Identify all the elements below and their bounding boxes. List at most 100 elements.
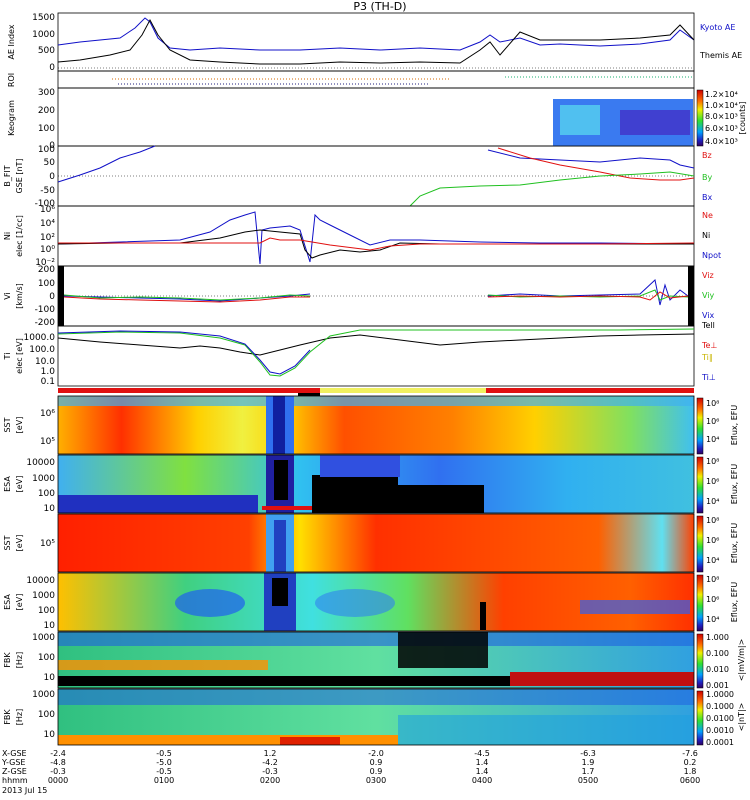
fbk-e-ytick: 100 xyxy=(38,653,55,663)
esa-ion-red-line xyxy=(262,506,312,510)
keogram-ytick: 100 xyxy=(38,124,55,134)
by-line xyxy=(409,171,695,207)
sst-elec-dropout-core xyxy=(274,520,286,572)
hhmm-value: 0300 xyxy=(366,776,386,785)
velocity-ytick: -200 xyxy=(35,318,56,328)
esa-ion-ytick: 10000 xyxy=(26,458,55,468)
x-gse-value: 1.2 xyxy=(264,749,277,758)
density-ytick: 10² xyxy=(40,233,55,243)
fbk-e-cbar-title: <|mV/m|> xyxy=(737,639,746,682)
vix-line xyxy=(487,279,689,306)
viz-line xyxy=(487,291,689,301)
xaxis-row-label: hhmm xyxy=(2,776,28,785)
ae-ytick: 1000 xyxy=(32,30,55,40)
legend-teperp: Te⊥ xyxy=(701,341,717,350)
fbk-e-cbar-label: 1.000 xyxy=(706,633,729,642)
npot-line xyxy=(57,211,695,265)
fbk-b-ytick: 100 xyxy=(38,710,55,720)
bx-line xyxy=(57,145,156,183)
sst-elec-panel: 10⁵ SST [eV] 10⁸ 10⁶ 10⁴ Eflux, EFU xyxy=(3,513,739,573)
x-axis: X-GSE Y-GSE Z-GSE hhmm 2013 Jul 15 -2.4 … xyxy=(1,749,700,795)
esa-ion-lobe-data xyxy=(312,475,398,513)
keogram-cbar xyxy=(696,89,704,147)
keogram-cbar-title: [counts] xyxy=(738,102,747,135)
sst-ion-cbar xyxy=(696,397,704,455)
sst-elec-cbar-label: 10⁸ xyxy=(706,516,719,525)
keogram-ylabel: Keogram xyxy=(7,100,16,136)
xaxis-row-label: Y-GSE xyxy=(1,758,25,767)
fbk-b-cbar-label: 0.0010 xyxy=(706,726,734,735)
fbk-e-band-blue xyxy=(58,632,694,646)
xaxis-column: -2.4 -4.8 -0.3 0000 xyxy=(48,749,68,785)
y-gse-value: 1.4 xyxy=(476,758,489,767)
esa-ion-frame xyxy=(57,454,695,514)
z-gse-value: -0.3 xyxy=(262,767,278,776)
bfield-ylabel: B_FIT xyxy=(3,165,12,186)
esa-elec-ylabel: ESA xyxy=(3,594,12,610)
sst-elec-units: [eV] xyxy=(15,535,24,552)
sst-ion-ytick: 10⁶ xyxy=(40,409,55,419)
fbk-b-cbar-title: <|nT|> xyxy=(737,703,746,732)
esa-elec-ytick: 100 xyxy=(38,606,55,616)
y-gse-value: -5.0 xyxy=(156,758,172,767)
fbk-b-ytick: 10 xyxy=(44,730,56,740)
roi-ylabel: ROI xyxy=(7,73,16,87)
esa-elec-blue-region xyxy=(315,589,395,617)
z-gse-value: 1.4 xyxy=(476,767,489,776)
fbk-e-cbar-label: 0.010 xyxy=(706,665,729,674)
fbk-b-cbar xyxy=(696,690,704,746)
esa-elec-ytick: 1000 xyxy=(32,591,55,601)
legend-tipar: Ti∥ xyxy=(701,353,713,362)
hhmm-value: 0500 xyxy=(578,776,598,785)
y-gse-value: 1.9 xyxy=(582,758,595,767)
temperature-ytick: 0.1 xyxy=(41,377,55,387)
legend-bx: Bx xyxy=(702,193,712,202)
fbk-b-band-blue xyxy=(398,715,694,745)
fbk-e-cbar xyxy=(696,633,704,689)
legend-npot: Npot xyxy=(702,251,721,260)
bx-line xyxy=(487,149,695,169)
temperature-ytick: 1000.0 xyxy=(24,333,56,343)
xaxis-column: -6.3 1.9 1.7 0500 xyxy=(578,749,598,785)
bz-line xyxy=(497,147,695,181)
fbk-b-units: [Hz] xyxy=(15,709,24,725)
esa-ion-units: [eV] xyxy=(15,476,24,493)
x-gse-value: -7.6 xyxy=(682,749,698,758)
keogram-image-band xyxy=(620,110,690,135)
density-ytick: 10⁻² xyxy=(35,258,55,268)
x-gse-value: -6.3 xyxy=(580,749,596,758)
esa-ion-dropout-core xyxy=(274,460,288,500)
fbk-e-band-black xyxy=(58,676,694,686)
z-gse-value: 0.9 xyxy=(370,767,383,776)
keogram-panel: 300 200 100 0 Keogram 1.2×10⁴ 1.0×10⁴ 8.… xyxy=(7,87,747,151)
x-gse-value: -2.0 xyxy=(368,749,384,758)
fbk-e-frame xyxy=(57,631,695,689)
esa-elec-ytick: 10 xyxy=(44,621,56,631)
esa-elec-dropout-core xyxy=(272,578,288,606)
sst-ion-units: [eV] xyxy=(15,417,24,434)
xaxis-row-label: X-GSE xyxy=(2,749,27,758)
xaxis-column: -2.0 0.9 0.9 0300 xyxy=(366,749,386,785)
sst-elec-ylabel: SST xyxy=(3,535,12,550)
density-frame xyxy=(57,205,695,267)
themis-ae-line xyxy=(57,18,695,65)
ae-ytick: 500 xyxy=(38,46,55,56)
fbk-e-band-orange xyxy=(58,660,268,670)
hhmm-value: 0000 xyxy=(48,776,68,785)
esa-ion-ytick: 10 xyxy=(44,504,56,514)
z-gse-value: 1.7 xyxy=(582,767,595,776)
esa-ion-ytick: 100 xyxy=(38,489,55,499)
xaxis-column: -4.5 1.4 1.4 0400 xyxy=(472,749,492,785)
esa-ion-cbar-label: 10⁶ xyxy=(706,477,719,486)
legend-by: By xyxy=(702,173,712,182)
esa-elec-blue-region xyxy=(175,589,245,617)
fbk-b-panel: 1000 100 10 FBK [Hz] 1.0000 0.1000 0.010… xyxy=(3,688,746,747)
y-gse-value: -4.8 xyxy=(50,758,66,767)
mode-bar-red xyxy=(58,388,320,393)
fbk-e-cbar-label: 0.100 xyxy=(706,649,729,658)
hhmm-value: 0600 xyxy=(680,776,700,785)
sst-ion-top-band xyxy=(58,396,694,406)
esa-elec-frame xyxy=(57,572,695,632)
fbk-b-ytick: 1000 xyxy=(32,690,55,700)
